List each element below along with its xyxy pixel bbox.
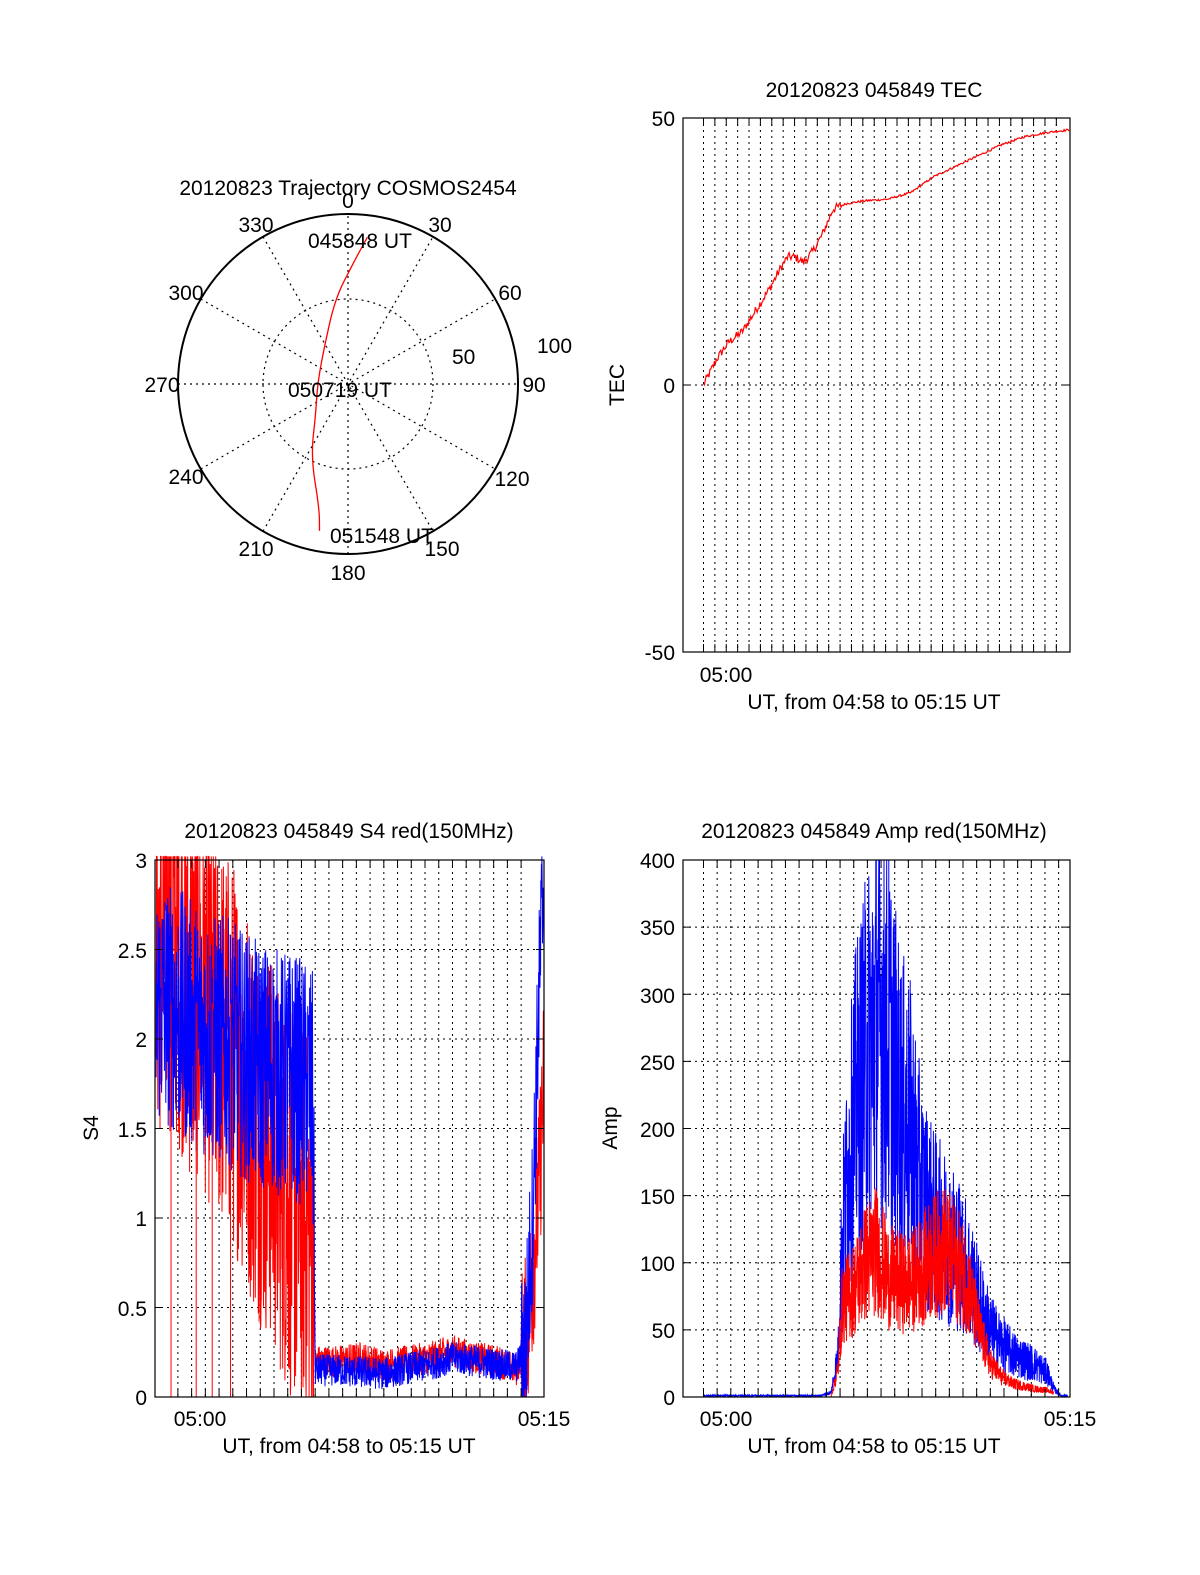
polar-title: 20120823 Trajectory COSMOS2454 bbox=[179, 177, 517, 200]
s4-ytick-0: 0 bbox=[135, 1387, 147, 1410]
s4-ylabel: S4 bbox=[80, 1115, 103, 1141]
amp-ytick-0: 0 bbox=[663, 1387, 675, 1410]
polar-radial-label-100: 100 bbox=[537, 335, 572, 358]
tec-title: 20120823 045849 TEC bbox=[766, 79, 983, 102]
polar-spokes bbox=[178, 214, 518, 554]
trajectory-polar-plot: 20120823 Trajectory COSMOS2454 0 30 60 90 12… bbox=[144, 177, 572, 585]
s4-ytick-3: 3 bbox=[135, 850, 147, 873]
s4-series bbox=[155, 855, 545, 1398]
tec-grid bbox=[702, 118, 1057, 652]
polar-azimuth-label: 210 bbox=[238, 538, 273, 561]
s4-title: 20120823 045849 S4 red(150MHz) bbox=[184, 820, 513, 843]
tec-series-line bbox=[703, 128, 1070, 387]
amp-ticks bbox=[683, 860, 1070, 1397]
tec-ytick-neg50: -50 bbox=[645, 642, 675, 665]
amp-ytick-50: 50 bbox=[652, 1320, 675, 1343]
amp-xtick-0500: 05:00 bbox=[700, 1408, 753, 1431]
polar-azimuth-label: 180 bbox=[330, 562, 365, 585]
amp-ytick-100: 100 bbox=[640, 1253, 675, 1276]
s4-series-blue bbox=[155, 856, 545, 1398]
amp-xtick-0515: 05:15 bbox=[1044, 1408, 1097, 1431]
amp-ytick-250: 250 bbox=[640, 1052, 675, 1075]
s4-ytick-0.5: 0.5 bbox=[118, 1298, 147, 1321]
s4-ytick-2.5: 2.5 bbox=[118, 940, 147, 963]
amp-ytick-400: 400 bbox=[640, 850, 675, 873]
amp-line-chart: 20120823 045849 Amp red(150MHz) 0 50 100… bbox=[599, 820, 1096, 1458]
s4-ytick-1: 1 bbox=[135, 1208, 147, 1231]
amp-series-blue bbox=[703, 859, 1069, 1399]
polar-azimuth-label: 270 bbox=[144, 374, 179, 397]
tec-ticks bbox=[683, 117, 1070, 653]
tec-ytick-50: 50 bbox=[652, 108, 675, 131]
tec-xtick-0500: 05:00 bbox=[700, 664, 753, 687]
polar-trajectory-line bbox=[311, 237, 368, 531]
amp-ytick-200: 200 bbox=[640, 1119, 675, 1142]
s4-xtick-0500: 05:00 bbox=[174, 1408, 227, 1431]
s4-grid bbox=[155, 860, 544, 1397]
polar-azimuth-label: 300 bbox=[168, 282, 203, 305]
polar-azimuth-label: 240 bbox=[168, 466, 203, 489]
s4-line-chart: 20120823 045849 S4 red(150MHz) 0 0.5 1 1… bbox=[80, 820, 570, 1458]
tec-line-chart: 20120823 045849 TEC 50 0 -50 05:00 UT, f… bbox=[606, 79, 1071, 714]
s4-series-red bbox=[155, 855, 545, 1398]
polar-azimuth-label: 60 bbox=[498, 282, 521, 305]
polar-annotation-start: 045848 UT bbox=[308, 230, 412, 253]
tec-ytick-0: 0 bbox=[663, 375, 675, 398]
polar-radial-label-50: 50 bbox=[452, 346, 475, 369]
polar-azimuth-label: 90 bbox=[522, 374, 545, 397]
polar-azimuth-label: 150 bbox=[424, 538, 459, 561]
s4-ytick-2: 2 bbox=[135, 1029, 147, 1052]
amp-ytick-150: 150 bbox=[640, 1186, 675, 1209]
polar-spoke bbox=[262, 236, 434, 532]
amp-xlabel: UT, from 04:58 to 05:15 UT bbox=[747, 1435, 1000, 1458]
polar-azimuth-label: 120 bbox=[494, 468, 529, 491]
tec-xlabel: UT, from 04:58 to 05:15 UT bbox=[747, 691, 1000, 714]
tec-ylabel: TEC bbox=[606, 364, 629, 406]
amp-title: 20120823 045849 Amp red(150MHz) bbox=[701, 820, 1047, 843]
polar-azimuth-label: 330 bbox=[238, 214, 273, 237]
polar-annotation-mid: 050719 UT bbox=[288, 379, 392, 402]
amp-ytick-350: 350 bbox=[640, 917, 675, 940]
s4-xlabel: UT, from 04:58 to 05:15 UT bbox=[222, 1435, 475, 1458]
polar-annotation-end: 051548 UT bbox=[330, 525, 434, 548]
s4-xtick-0515: 05:15 bbox=[518, 1408, 571, 1431]
polar-azimuth-labels: 0 30 60 90 120 150 180 210 240 270 300 330 bbox=[144, 190, 545, 585]
amp-ytick-300: 300 bbox=[640, 985, 675, 1008]
s4-ytick-1.5: 1.5 bbox=[118, 1119, 147, 1142]
polar-azimuth-label: 0 bbox=[342, 190, 354, 213]
polar-azimuth-label: 30 bbox=[428, 214, 451, 237]
amp-ylabel: Amp bbox=[599, 1106, 622, 1149]
s4-ticks bbox=[155, 860, 544, 1397]
